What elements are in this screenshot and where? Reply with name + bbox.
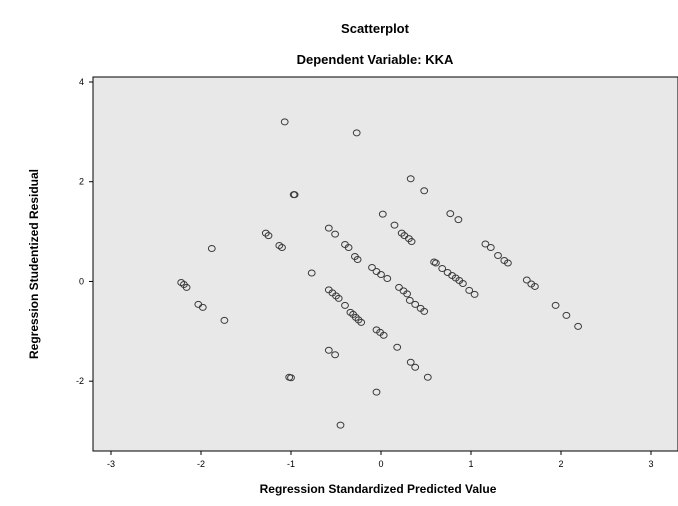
data-point <box>378 210 387 218</box>
data-point <box>290 191 299 199</box>
y-tick-label: 2 <box>79 177 84 187</box>
data-point <box>446 210 455 218</box>
data-point <box>280 118 289 126</box>
data-point <box>438 264 447 272</box>
data-point <box>407 238 416 246</box>
data-point <box>406 175 415 183</box>
data-points <box>177 118 582 429</box>
y-axis-ticks: -2 0 2 4 <box>76 77 93 386</box>
data-point <box>432 259 440 267</box>
x-tick-label: 3 <box>648 459 653 469</box>
y-tick-label: 0 <box>79 276 84 286</box>
data-point <box>411 300 420 308</box>
data-point <box>406 358 415 366</box>
x-tick-label: 1 <box>468 459 473 469</box>
data-point <box>198 303 207 311</box>
data-point <box>562 311 571 319</box>
data-point <box>336 421 345 429</box>
data-point <box>551 301 560 309</box>
x-tick-label: -2 <box>197 459 205 469</box>
data-point <box>307 269 316 277</box>
data-point <box>470 290 479 298</box>
data-point <box>459 279 467 287</box>
data-point <box>403 290 412 298</box>
data-point <box>278 244 286 252</box>
data-point <box>331 230 340 238</box>
data-point <box>346 308 355 316</box>
data-point <box>324 224 333 232</box>
data-point <box>324 346 333 354</box>
data-point <box>331 351 340 359</box>
x-tick-label: -3 <box>107 459 115 469</box>
data-point <box>504 259 512 267</box>
data-point <box>372 388 381 396</box>
data-point <box>352 129 361 137</box>
x-tick-label: 2 <box>558 459 563 469</box>
y-axis-label: Regression Studentized Residual <box>27 169 41 359</box>
data-point <box>220 316 229 324</box>
x-tick-label: -1 <box>287 459 295 469</box>
data-point <box>353 256 362 264</box>
data-point <box>368 263 376 271</box>
data-point <box>430 258 439 266</box>
plot-area <box>92 76 678 452</box>
data-point <box>531 282 539 290</box>
data-point <box>411 363 420 371</box>
data-point <box>334 294 343 302</box>
data-point <box>454 216 463 224</box>
data-point <box>357 318 366 326</box>
data-point <box>395 283 403 291</box>
chart-title: Scatterplot <box>341 21 410 36</box>
data-point <box>344 244 353 252</box>
data-point <box>377 270 385 278</box>
x-axis-label: Regression Standardized Predicted Value <box>260 482 497 496</box>
y-tick-label: -2 <box>76 376 84 386</box>
data-point <box>574 322 582 330</box>
data-point <box>177 278 186 286</box>
data-point <box>182 283 191 291</box>
chart-subtitle: Dependent Variable: KKA <box>297 52 454 67</box>
data-point <box>405 296 414 304</box>
data-point <box>420 187 429 195</box>
data-point <box>481 240 490 248</box>
data-point <box>465 286 474 294</box>
data-point <box>390 221 399 229</box>
data-point <box>275 242 284 250</box>
data-point <box>287 374 295 382</box>
data-point <box>486 244 495 252</box>
data-point <box>420 307 429 315</box>
y-tick-label: 4 <box>79 77 84 87</box>
data-point <box>383 274 392 282</box>
data-point <box>341 301 349 309</box>
data-point <box>379 331 388 339</box>
x-tick-label: 0 <box>378 459 383 469</box>
data-point <box>522 276 531 284</box>
data-point <box>393 343 402 351</box>
x-axis-ticks: -3 -2 -1 0 1 2 3 <box>107 451 654 469</box>
data-point <box>264 232 273 240</box>
data-point <box>423 373 432 381</box>
data-point <box>207 245 216 253</box>
data-point <box>494 252 502 260</box>
